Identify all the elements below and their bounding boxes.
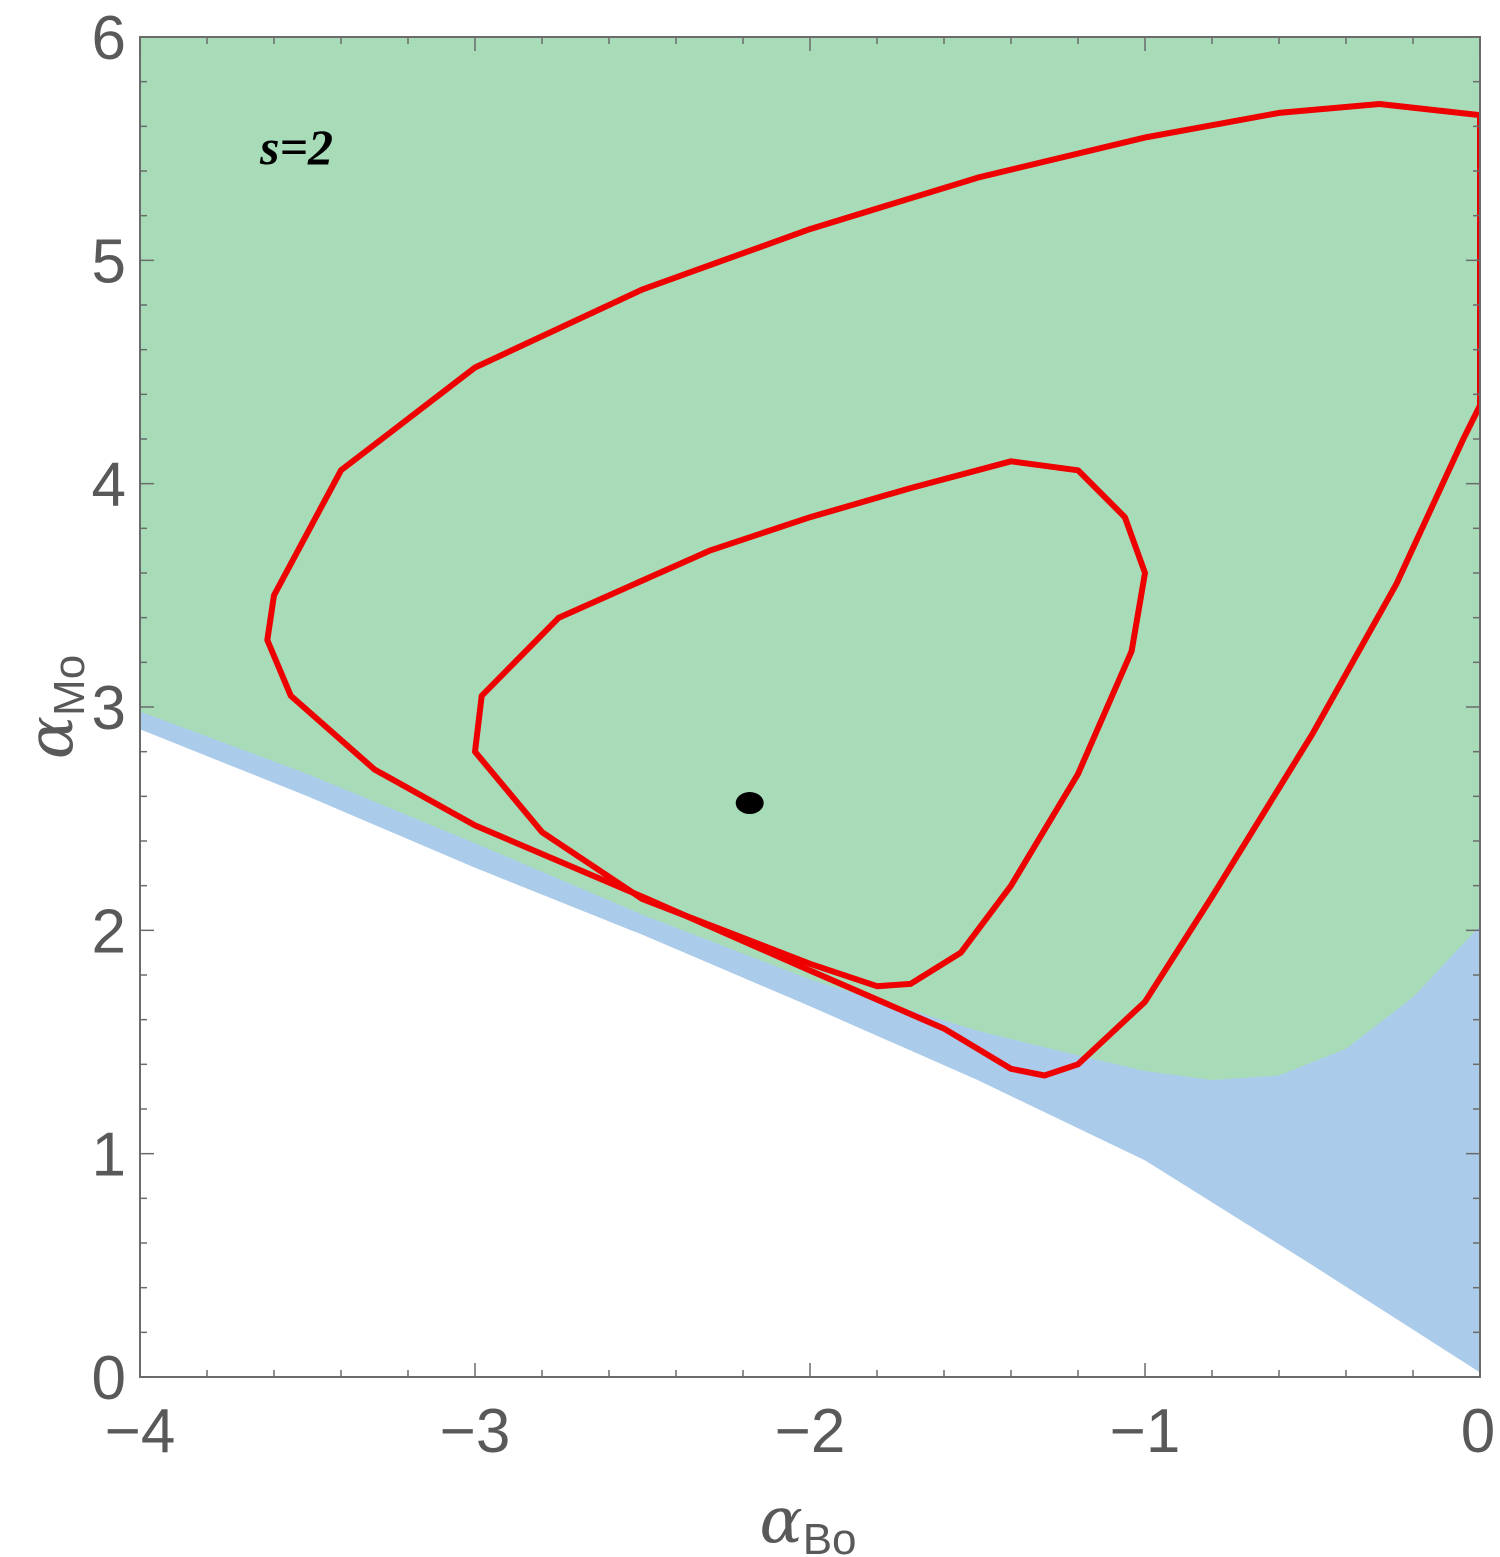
y-tick-label: 3 — [92, 674, 126, 743]
tick-marks — [139, 36, 1481, 1378]
y-tick-label: 6 — [92, 4, 126, 73]
x-axis-label: αBo — [759, 1484, 856, 1557]
y-axis-label: αMo — [14, 655, 94, 759]
best-fit-point — [735, 792, 764, 815]
y-tick-label: 4 — [92, 451, 126, 520]
x-tick-label: −2 — [775, 1397, 846, 1466]
tick-labels: −4 −3 −2 −1 0 0 1 2 3 4 5 6 — [92, 4, 1496, 1466]
y-tick-label: 0 — [92, 1344, 126, 1413]
x-axis-label-sub: Bo — [803, 1515, 857, 1557]
annotation-s: s=2 — [259, 119, 333, 175]
contour-outer — [264, 101, 1480, 1079]
y-axis-label-sub: Mo — [45, 655, 94, 716]
y-tick-label: 1 — [92, 1121, 126, 1190]
y-tick-label: 2 — [92, 897, 126, 966]
x-tick-label: −3 — [440, 1397, 511, 1466]
x-tick-label: 0 — [1461, 1397, 1495, 1466]
contour-inner — [472, 458, 1148, 990]
x-tick-label: −4 — [105, 1397, 176, 1466]
y-tick-label: 5 — [92, 227, 126, 296]
x-axis-label-main: α — [759, 1484, 802, 1557]
green-region — [140, 37, 1480, 1080]
x-tick-label: −1 — [1110, 1397, 1181, 1466]
y-axis-label-main: α — [14, 716, 88, 759]
